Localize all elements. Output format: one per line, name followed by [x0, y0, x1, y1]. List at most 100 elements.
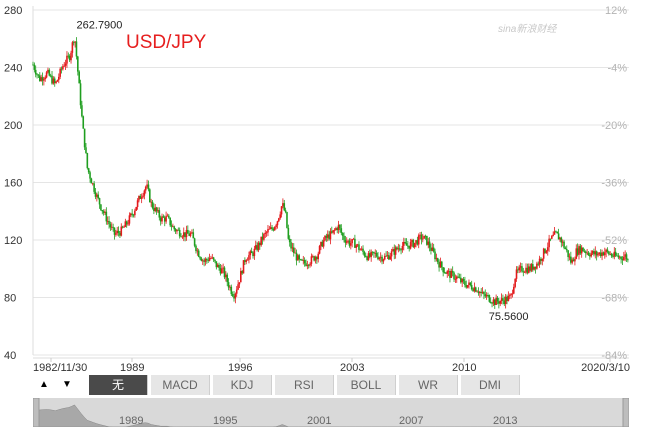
candle-body: [567, 250, 569, 258]
candle-body: [235, 289, 238, 294]
candle-body: [101, 210, 104, 212]
candle-body: [119, 232, 121, 236]
indicator-tab[interactable]: WR: [399, 375, 458, 395]
indicator-tab[interactable]: BOLL: [337, 375, 396, 395]
candle-body: [264, 232, 267, 234]
indicator-tab[interactable]: RSI: [275, 375, 334, 395]
candle-body: [518, 267, 521, 271]
candle-body: [188, 233, 190, 236]
candle-body: [560, 237, 563, 243]
candle-body: [455, 276, 458, 279]
candle-body: [113, 227, 116, 235]
candle-body: [155, 207, 158, 212]
candle-body: [393, 249, 396, 255]
candle-body: [589, 255, 591, 257]
candle-body: [245, 260, 248, 262]
candle-body: [584, 251, 587, 254]
candle-body: [605, 249, 607, 253]
candle-body: [419, 234, 421, 236]
candle-body: [165, 216, 167, 222]
candle-body: [138, 195, 140, 201]
candle-body: [405, 243, 408, 246]
indicator-tab[interactable]: MACD: [151, 375, 210, 395]
candle-body: [487, 294, 489, 296]
candle-body: [159, 217, 162, 222]
navigator-year-label: 1995: [213, 415, 237, 427]
candle-body: [34, 69, 37, 75]
candle-body: [256, 245, 258, 251]
candle-body: [479, 291, 481, 294]
candle-body: [339, 224, 341, 229]
candle-body: [341, 233, 344, 236]
candle-body: [510, 293, 512, 296]
candle-body: [465, 285, 468, 288]
y-tick-label: 160: [4, 178, 22, 190]
candle-body: [288, 238, 291, 243]
candle-body: [366, 256, 368, 261]
candle-body: [587, 252, 590, 256]
navigator-right-handle[interactable]: [622, 398, 629, 427]
scroll-up-arrow[interactable]: ▲: [39, 379, 49, 390]
navigator-left-handle[interactable]: [33, 398, 40, 427]
candle-body: [379, 256, 382, 258]
candle-body: [214, 259, 216, 262]
candle-body: [143, 190, 146, 196]
candle-body: [367, 253, 370, 261]
candle-body: [407, 245, 409, 247]
indicator-toolbar: ▲ ▼ 无 MACD KDJ RSI BOLL WR DMI: [0, 374, 648, 396]
candle-body: [174, 229, 177, 232]
candle-body: [75, 41, 78, 57]
candle-body: [115, 233, 117, 235]
candle-body: [154, 207, 157, 211]
candle-body: [493, 299, 496, 305]
candle-body: [280, 206, 283, 215]
y-tick-label-right: -52%: [601, 235, 627, 247]
scroll-down-arrow[interactable]: ▼: [62, 379, 72, 390]
candle-body: [388, 255, 390, 260]
candle-body: [450, 270, 453, 278]
candle-body: [134, 210, 136, 216]
candle-body: [430, 247, 432, 251]
candle-body: [290, 242, 292, 249]
navigator-background: [33, 398, 629, 427]
candle-body: [351, 239, 353, 244]
candle-body: [237, 284, 239, 290]
candle-body: [408, 245, 411, 249]
candle-body: [132, 214, 135, 216]
candle-body: [223, 267, 226, 278]
candle-body: [184, 232, 186, 238]
candle-body: [59, 68, 61, 77]
candle-body: [613, 251, 616, 257]
candle-body: [579, 246, 582, 254]
candle-body: [556, 231, 559, 234]
range-navigator[interactable]: 1989 1995 2001 2007 2013: [33, 398, 629, 427]
candle-body: [211, 257, 214, 259]
candle-body: [36, 74, 38, 76]
candle-body: [324, 235, 326, 241]
y-tick-label: 120: [4, 235, 22, 247]
candle-body: [411, 239, 413, 243]
candle-body: [527, 266, 530, 273]
candle-body: [369, 253, 371, 257]
indicator-tab[interactable]: 无: [89, 375, 148, 395]
candle-body: [278, 218, 280, 222]
candle-body: [204, 259, 207, 262]
x-tick-label: 2020/3/10: [581, 362, 630, 372]
candle-body: [374, 252, 377, 254]
indicator-tab[interactable]: DMI: [461, 375, 520, 395]
candle-body: [511, 293, 514, 295]
candle-body: [580, 247, 583, 254]
candle-body: [93, 183, 95, 192]
indicator-tab[interactable]: KDJ: [213, 375, 272, 395]
navigator-year-label: 1989: [119, 415, 143, 427]
candle-body: [536, 263, 538, 269]
candle-body: [503, 300, 506, 305]
candle-body: [210, 258, 212, 259]
y-tick-label-right: -84%: [601, 350, 627, 362]
candle-body: [207, 259, 210, 261]
candle-body: [201, 260, 204, 262]
candle-body: [303, 260, 306, 264]
candle-body: [436, 258, 439, 263]
candle-body: [435, 258, 438, 260]
candle-body: [542, 248, 545, 259]
